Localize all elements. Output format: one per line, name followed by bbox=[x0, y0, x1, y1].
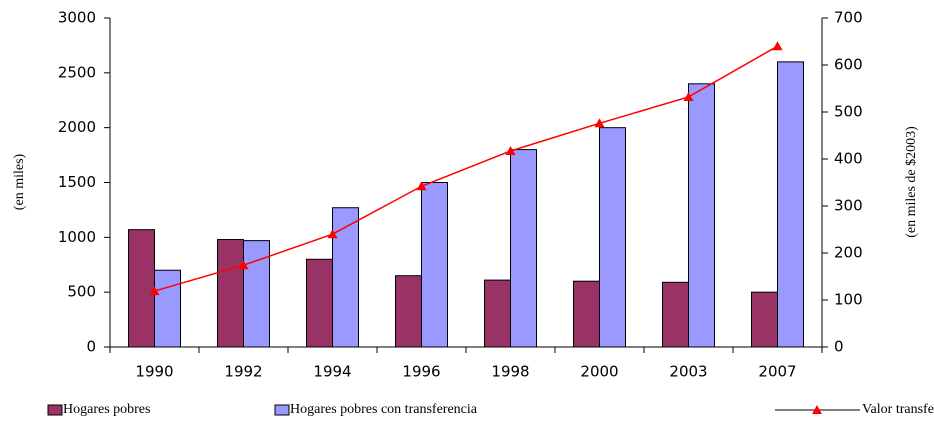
bar bbox=[777, 61, 804, 348]
bar bbox=[599, 127, 626, 348]
bar bbox=[128, 229, 155, 348]
bar bbox=[306, 258, 333, 348]
legend-label: Hogares pobres bbox=[63, 402, 150, 417]
y2-tick-label: 200 bbox=[834, 244, 863, 262]
line-marker bbox=[327, 229, 338, 239]
y-tick-label: 1000 bbox=[58, 228, 96, 246]
legend-swatch bbox=[274, 404, 290, 416]
y-tick-label: 500 bbox=[67, 283, 96, 301]
line-marker bbox=[772, 41, 783, 51]
line-marker bbox=[238, 260, 249, 270]
y-tick-label: 0 bbox=[86, 338, 96, 356]
y2-tick-label: 600 bbox=[834, 56, 863, 74]
y2-axis-title: (en miles de $2003) bbox=[904, 126, 919, 238]
line-marker bbox=[149, 286, 160, 296]
bar bbox=[510, 149, 537, 348]
y-axis-title: (en miles) bbox=[12, 153, 27, 210]
line-marker bbox=[683, 91, 694, 101]
y2-tick-label: 0 bbox=[834, 338, 844, 356]
bar bbox=[395, 275, 422, 348]
bar bbox=[662, 281, 689, 348]
bar bbox=[751, 291, 778, 348]
x-tick-label: 2000 bbox=[580, 363, 618, 381]
bar bbox=[421, 182, 448, 348]
line-marker bbox=[594, 118, 605, 128]
y-tick-label: 3000 bbox=[58, 9, 96, 27]
x-tick-label: 2007 bbox=[758, 363, 796, 381]
x-tick-label: 1992 bbox=[224, 363, 262, 381]
y-tick-label: 2000 bbox=[58, 118, 96, 136]
bar bbox=[573, 280, 600, 348]
legend-marker bbox=[812, 405, 822, 414]
bar bbox=[688, 83, 715, 348]
x-tick-label: 1996 bbox=[402, 363, 440, 381]
bar bbox=[217, 239, 244, 348]
y2-tick-label: 100 bbox=[834, 291, 863, 309]
line-marker bbox=[416, 181, 427, 191]
line bbox=[154, 45, 778, 292]
legend-label: Hogares pobres con transferencia bbox=[290, 402, 478, 417]
legend-label: Valor transferencia virtual mensual bbox=[862, 402, 934, 417]
x-tick-label: 1990 bbox=[135, 363, 173, 381]
y2-tick-label: 300 bbox=[834, 197, 863, 215]
y-tick-label: 2500 bbox=[58, 63, 96, 81]
y-tick-label: 1500 bbox=[58, 173, 96, 191]
bar bbox=[332, 207, 359, 348]
bar bbox=[243, 240, 270, 348]
bar bbox=[154, 269, 181, 348]
y2-tick-label: 500 bbox=[834, 103, 863, 121]
x-tick-label: 1998 bbox=[491, 363, 529, 381]
x-tick-label: 1994 bbox=[313, 363, 351, 381]
y2-tick-label: 400 bbox=[834, 150, 863, 168]
legend-swatch bbox=[47, 404, 63, 416]
bar bbox=[484, 279, 511, 348]
y2-tick-label: 700 bbox=[834, 9, 863, 27]
line-marker bbox=[505, 146, 516, 156]
x-tick-label: 2003 bbox=[669, 363, 707, 381]
